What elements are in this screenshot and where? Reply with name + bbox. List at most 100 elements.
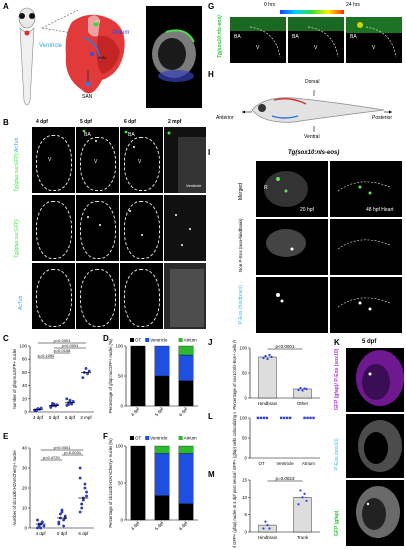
x-tick-label: 5 dpf: [154, 406, 165, 417]
larva-side-diagram: [242, 90, 392, 132]
data-point: [270, 355, 273, 359]
g-frame-2: BA V: [288, 17, 344, 63]
x-tick-label: 6 dpf: [78, 531, 89, 536]
bar-segment-ot: [130, 345, 146, 407]
data-point: [303, 416, 306, 420]
data-point: [86, 372, 89, 376]
heart-diagram: [65, 14, 125, 94]
data-point: [65, 397, 69, 401]
data-point: [51, 402, 54, 405]
k-title: 5 dpf: [362, 339, 377, 345]
i-peos-20hpf: [256, 277, 328, 333]
data-point: [36, 518, 39, 522]
y-tick-label: 100: [239, 416, 247, 421]
data-point: [57, 520, 61, 524]
y-tick-label: 0: [24, 410, 27, 415]
data-point: [299, 386, 302, 390]
y-tick-label: 60: [22, 370, 28, 375]
bar: [293, 497, 312, 533]
y-axis-label: Percentage of sox10:nls-Eos+ cells (%): [232, 340, 237, 410]
b-gfp-2mpf: [164, 195, 206, 261]
legend-label: OT: [135, 436, 142, 441]
data-point: [80, 506, 84, 510]
panel-label-c: C: [3, 334, 9, 343]
legend-swatch: [178, 436, 183, 440]
panel-label-g: G: [208, 2, 215, 11]
data-point: [268, 353, 271, 357]
pvalue-label: p=0.0108: [54, 348, 72, 353]
k-row-merged: GFP (gfap)/ P-Eos (sox10): [334, 348, 340, 410]
g-frame-1: BA V: [230, 17, 286, 63]
data-point: [303, 492, 306, 495]
y-tick-label: 40: [22, 383, 28, 388]
b-gfp-5dpf: [76, 195, 119, 261]
zoom-lines: [41, 9, 79, 35]
data-point: [286, 416, 289, 420]
x-tick-label: 5 dpf: [154, 520, 165, 531]
data-point: [78, 476, 82, 480]
i-row-nonpeos: Non P-Eos (non-hindbrain): [238, 218, 243, 272]
bar-segment-atrium: [178, 345, 194, 356]
i-title: Tg(sox10:nls-eos): [288, 150, 340, 156]
y-axis-label: Percentage of gfap:nucGFP+ nuclei (%): [108, 338, 113, 413]
b-merged-5dpf: BA V: [76, 127, 119, 193]
b-row-merged-label: Tg(gfap:nucGFP);AcTub: [14, 137, 20, 192]
b-merged-6dpf: BA V: [120, 127, 163, 193]
h-dorsal: Dorsal: [305, 79, 320, 85]
panel-label-l: L: [208, 412, 213, 421]
h-anterior: Anterior: [216, 115, 234, 121]
label-ventricle: Ventricle: [39, 43, 63, 49]
k-peos: [346, 414, 404, 478]
data-point: [266, 357, 269, 361]
i-row-peos: P-Eos (hindbrain): [238, 285, 244, 324]
data-point: [301, 496, 304, 499]
pvalue-label: p<0.0001: [54, 445, 72, 450]
x-tick-label: 4 dpf: [130, 406, 141, 417]
col-6dpf: 6 dpf: [124, 119, 136, 125]
b-row-gfp-label: Tg(gfap:nucGFP): [14, 219, 20, 258]
data-point: [85, 494, 88, 498]
bar-segment-ventricle: [154, 345, 170, 377]
k-row-gfp: GFP (gfap): [334, 510, 340, 536]
data-point: [81, 376, 85, 380]
data-point: [303, 387, 306, 390]
panel-label-j: J: [208, 338, 213, 347]
i-row-merged: Merged: [238, 183, 244, 200]
b-actub-5dpf: [76, 263, 119, 329]
label-atrium: Atrium: [112, 30, 130, 36]
timescale-bar: [280, 10, 344, 14]
col-4dpf: 4 dpf: [36, 119, 48, 125]
y-tick-label: 100: [115, 444, 123, 449]
b-actub-6dpf: [120, 263, 163, 329]
x-tick-label: 5 dpf: [49, 415, 60, 420]
y-tick-label: 100: [115, 344, 123, 349]
legend-swatch: [145, 338, 150, 342]
g-time-end: 24 hrs: [346, 2, 360, 8]
data-point: [42, 524, 46, 528]
data-point: [297, 503, 300, 506]
data-point: [268, 527, 271, 530]
data-point: [78, 510, 82, 514]
data-point: [87, 369, 91, 373]
panel-label-d: D: [103, 334, 109, 343]
y-tick-label: 40: [22, 446, 28, 451]
y-tick-label: 20: [22, 396, 28, 401]
y-axis-label: Percentage of GFP+ (gfap) cells colocali…: [232, 412, 237, 472]
heart-micrograph: [146, 6, 202, 108]
panel-label-f: F: [103, 432, 108, 441]
data-point: [309, 416, 312, 420]
panel-label-k: K: [334, 338, 340, 347]
bar: [258, 356, 277, 399]
y-tick-label: 0: [24, 526, 27, 531]
y-tick-label: 100: [239, 346, 247, 351]
b-gfp-6dpf: [120, 195, 163, 261]
data-point: [299, 489, 302, 492]
data-point: [280, 416, 283, 420]
x-tick-label: 4 dpf: [130, 520, 141, 531]
y-tick-label: 0: [244, 530, 247, 535]
data-point: [265, 416, 269, 420]
x-tick-label: 6 dpf: [65, 415, 76, 420]
